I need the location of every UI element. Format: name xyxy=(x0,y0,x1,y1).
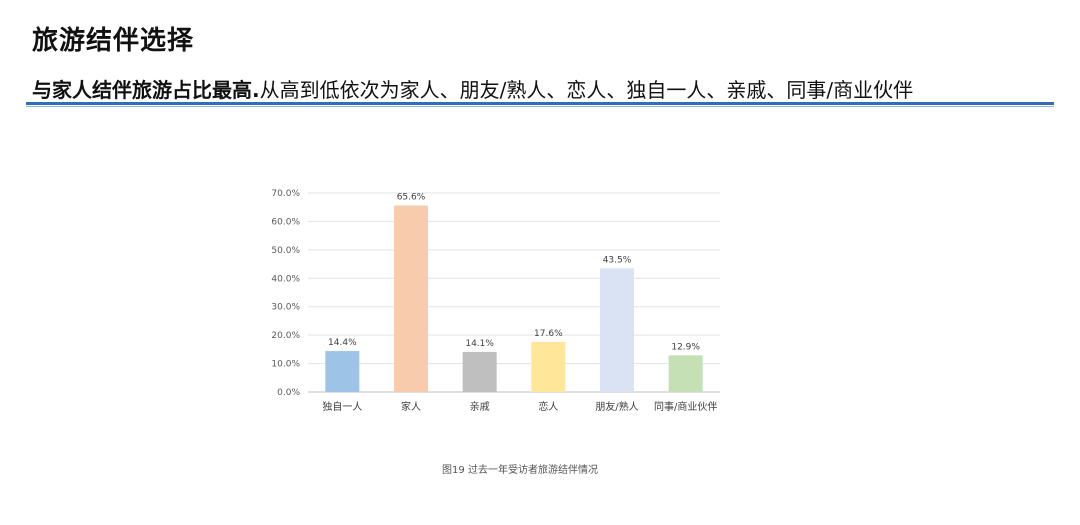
bar xyxy=(462,351,497,392)
y-tick-label: 60.0% xyxy=(271,217,300,227)
bar xyxy=(531,341,566,392)
y-tick-label: 0.0% xyxy=(277,388,300,398)
header-rule xyxy=(26,102,1054,105)
y-tick-label: 20.0% xyxy=(271,331,300,341)
bar xyxy=(325,351,360,392)
bar xyxy=(600,268,634,392)
bar-chart: 0.0% 10.0% 20.0% 30.0% 40.0% 50.0% 60.0% 70.0% 1… xyxy=(271,189,720,413)
data-label: 17.6% xyxy=(534,329,563,339)
y-tick-label: 50.0% xyxy=(271,246,300,256)
x-tick-label: 亲戚 xyxy=(470,400,490,413)
y-tick-label: 30.0% xyxy=(271,303,300,313)
data-label: 12.9% xyxy=(671,342,700,352)
data-label: 43.5% xyxy=(603,255,632,265)
x-tick-label: 家人 xyxy=(401,400,421,413)
x-tick-label: 同事/商业伙伴 xyxy=(654,400,717,413)
y-tick-label: 10.0% xyxy=(271,360,300,370)
chart-caption: 图19 过去一年受访者旅游结伴情况 xyxy=(442,465,598,476)
bar xyxy=(668,355,703,392)
y-tick-label: 40.0% xyxy=(271,274,300,284)
x-tick-label: 独自一人 xyxy=(322,400,362,413)
x-tick-label: 恋人 xyxy=(538,400,558,413)
data-label: 14.4% xyxy=(328,338,357,348)
header-rule-thin xyxy=(26,106,1054,107)
y-tick-label: 70.0% xyxy=(271,189,300,199)
data-label: 14.1% xyxy=(465,339,494,349)
subtitle: 与家人结伴旅游占比最高.从高到低依次为家人、朋友/熟人、恋人、独自一人、亲戚、同… xyxy=(32,74,913,103)
x-tick-label: 朋友/熟人 xyxy=(595,400,638,413)
page-title: 旅游结伴选择 xyxy=(32,26,195,56)
bar xyxy=(394,205,428,392)
data-label: 65.6% xyxy=(397,193,426,203)
subtitle-highlight: 与家人结伴旅游占比最高. xyxy=(32,78,260,102)
subtitle-text: 从高到低依次为家人、朋友/熟人、恋人、独自一人、亲戚、同事/商业伙伴 xyxy=(259,78,914,102)
